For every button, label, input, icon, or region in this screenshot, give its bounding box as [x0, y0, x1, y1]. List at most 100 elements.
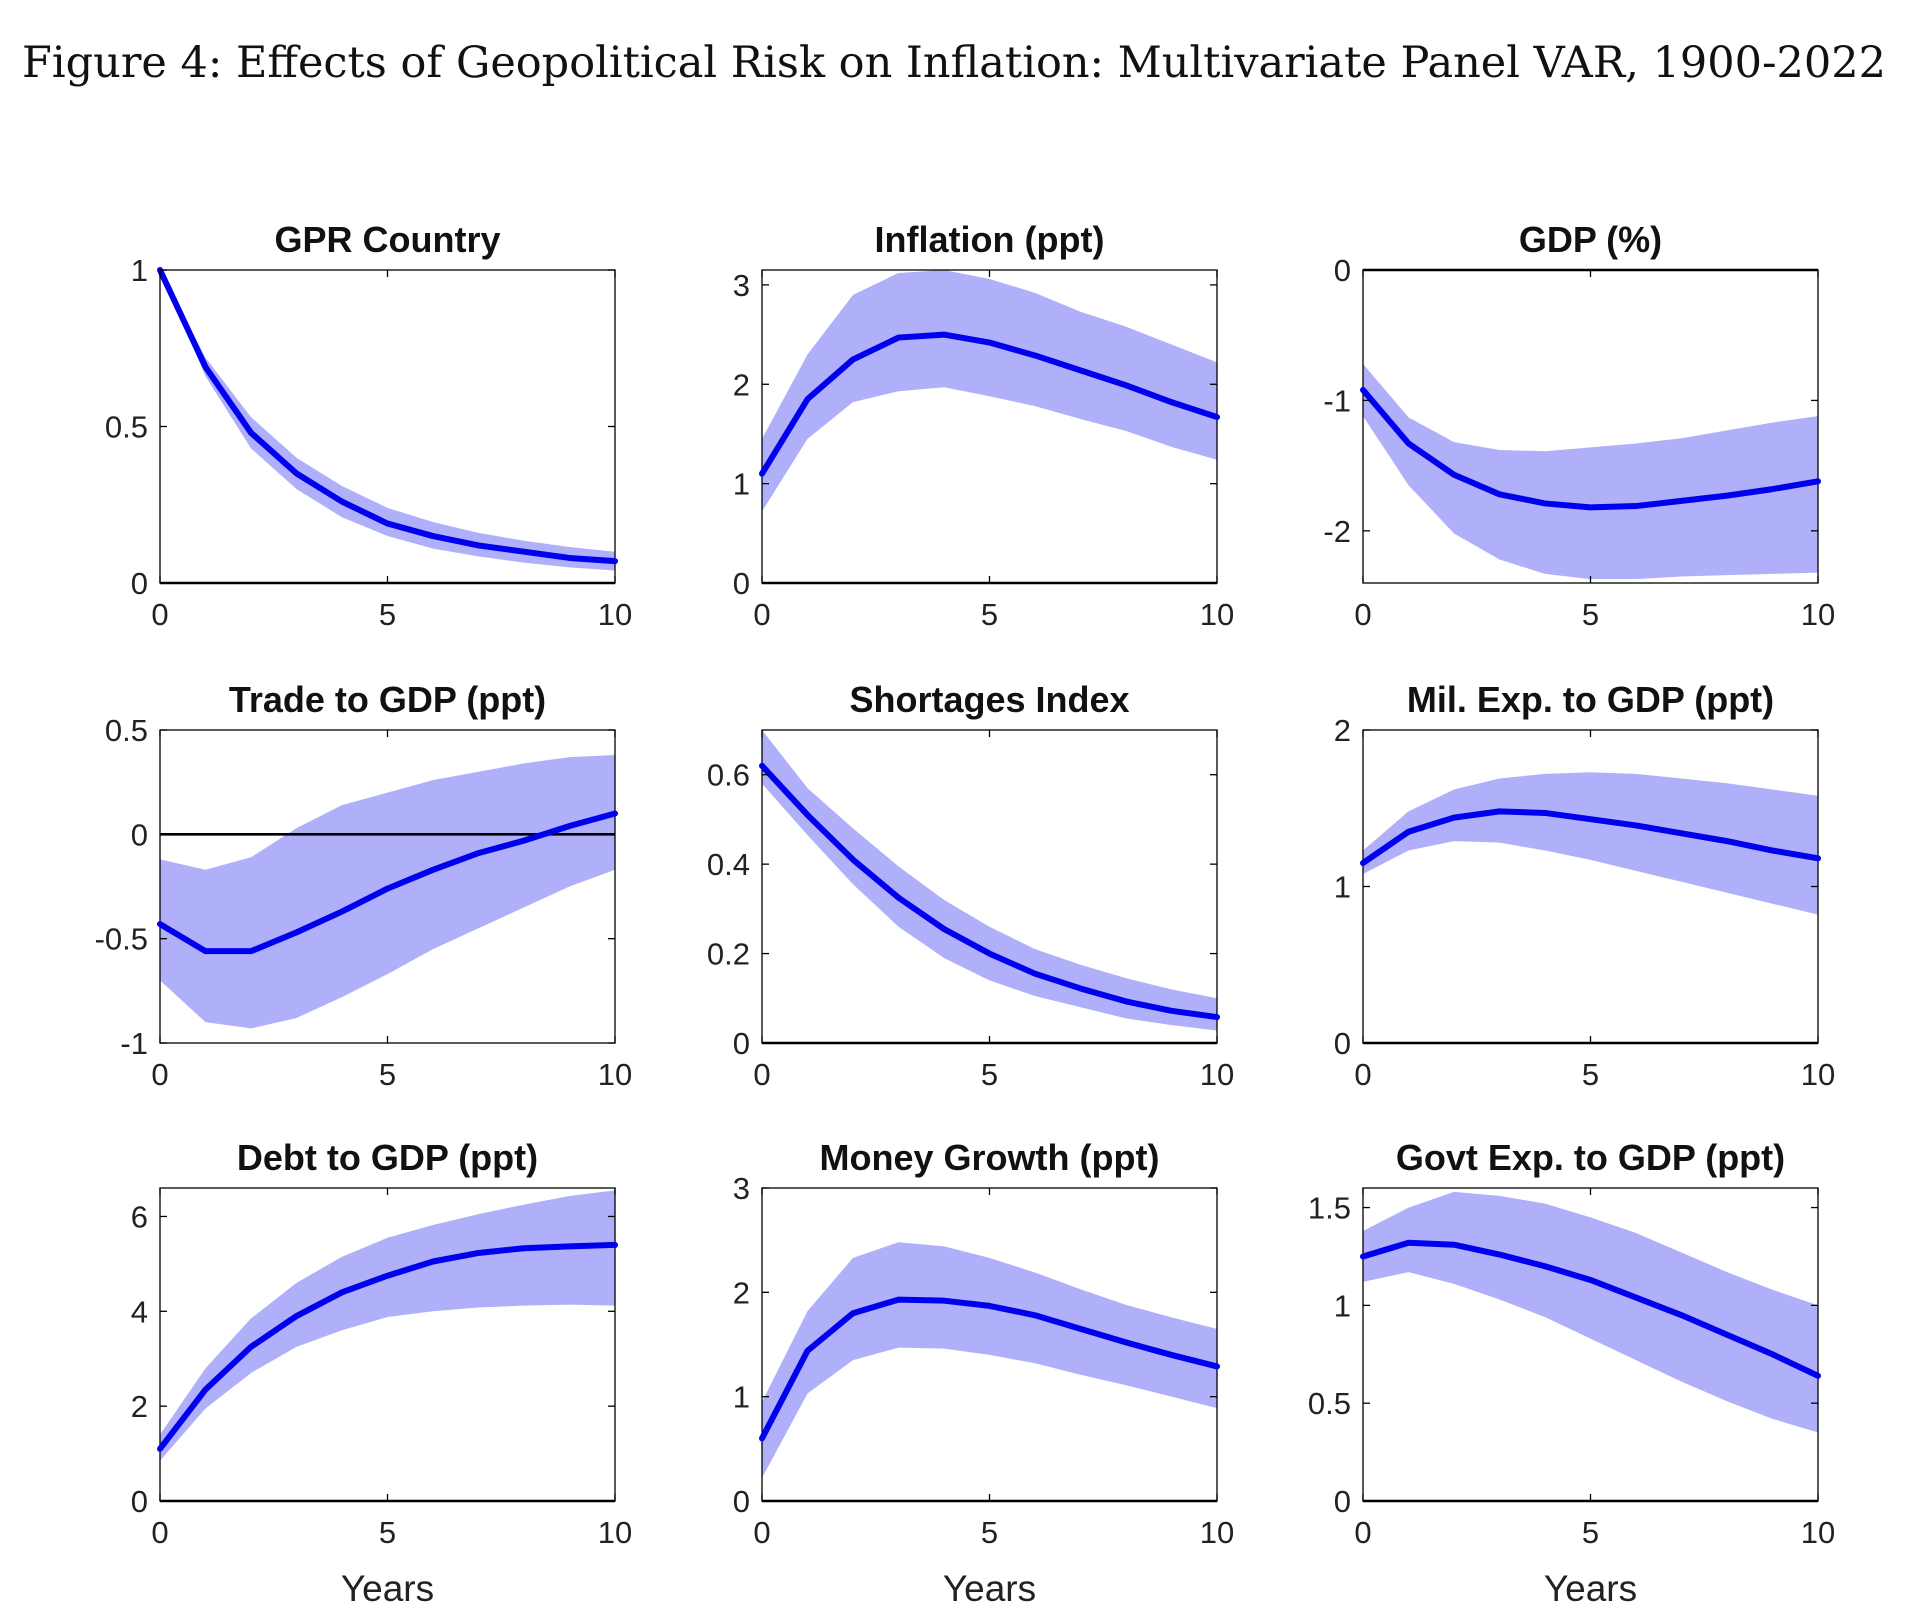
x-tick-label: 0	[1354, 1057, 1371, 1092]
panel-title: Trade to GDP (ppt)	[229, 679, 546, 720]
x-tick-label: 5	[981, 597, 998, 632]
x-tick-label: 0	[1354, 1515, 1371, 1550]
panel-title: Debt to GDP (ppt)	[237, 1137, 538, 1178]
y-tick-label: 3	[733, 268, 750, 303]
y-tick-label: 1.5	[1308, 1191, 1351, 1226]
y-tick-label: -2	[1323, 514, 1351, 549]
x-tick-label: 5	[1582, 1515, 1599, 1550]
y-tick-label: 0	[733, 566, 750, 601]
y-tick-label: 0.5	[105, 410, 148, 445]
x-tick-label: 5	[1582, 597, 1599, 632]
y-tick-label: 0.5	[105, 713, 148, 748]
response-line	[1360, 386, 1821, 511]
x-tick-label: 5	[379, 1515, 396, 1550]
x-axis-label: Years	[341, 1568, 434, 1609]
panel-title: Mil. Exp. to GDP (ppt)	[1407, 679, 1774, 720]
y-tick-label: 0.4	[707, 847, 750, 882]
y-tick-label: 4	[131, 1294, 148, 1329]
y-tick-label: -1	[120, 1026, 148, 1061]
panel-title: Money Growth (ppt)	[820, 1137, 1160, 1178]
panel-7: 0 2 4 6 0 5 10 Debt to GDP (ppt) Years	[131, 1137, 632, 1609]
y-tick-label: 0	[733, 1026, 750, 1061]
y-tick-label: 2	[733, 367, 750, 402]
x-tick-label: 10	[1801, 597, 1835, 632]
response-line	[759, 762, 1220, 1021]
panel-2: 0 1 2 3 0 5 10 Inflation (ppt)	[733, 219, 1234, 632]
panel-title: Govt Exp. to GDP (ppt)	[1396, 1137, 1785, 1178]
x-tick-label: 5	[981, 1057, 998, 1092]
panel-8: 0 1 2 3 0 5 10 Money Growth (ppt) Years	[733, 1137, 1234, 1609]
x-tick-label: 0	[753, 1515, 770, 1550]
x-axis-label: Years	[943, 1568, 1036, 1609]
x-tick-label: 10	[1200, 1057, 1234, 1092]
figure-title: Figure 4: Effects of Geopolitical Risk o…	[22, 38, 1886, 88]
response-line	[759, 1296, 1220, 1442]
x-tick-label: 0	[151, 597, 168, 632]
x-axis-label: Years	[1544, 1568, 1637, 1609]
y-tick-label: 0	[1334, 1026, 1351, 1061]
y-tick-label: 0	[131, 566, 148, 601]
confidence-band	[1363, 363, 1818, 580]
confidence-band	[1363, 1191, 1818, 1433]
y-tick-label: 0	[733, 1484, 750, 1519]
x-tick-label: 10	[598, 597, 632, 632]
x-tick-label: 0	[151, 1515, 168, 1550]
x-tick-label: 10	[1801, 1515, 1835, 1550]
x-tick-label: 10	[598, 1057, 632, 1092]
x-tick-label: 10	[1801, 1057, 1835, 1092]
y-tick-label: 3	[733, 1171, 750, 1206]
x-tick-label: 0	[753, 1057, 770, 1092]
y-tick-label: 0.2	[707, 937, 750, 972]
x-tick-label: 0	[753, 597, 770, 632]
confidence-band	[160, 270, 615, 571]
panel-title: GDP (%)	[1519, 219, 1662, 260]
x-tick-label: 10	[598, 1515, 632, 1550]
y-tick-label: 0	[1334, 1484, 1351, 1519]
x-tick-label: 0	[1354, 597, 1371, 632]
y-tick-label: 0	[1334, 253, 1351, 288]
response-line	[759, 331, 1220, 477]
y-tick-label: 0.5	[1308, 1386, 1351, 1421]
panel-4: -1 -0.5 0 0.5 0 5 10 Trade to GDP (ppt)	[95, 679, 633, 1092]
x-tick-label: 5	[379, 1057, 396, 1092]
y-tick-label: 1	[733, 467, 750, 502]
x-tick-label: 5	[379, 597, 396, 632]
y-tick-label: 2	[1334, 713, 1351, 748]
y-tick-label: 2	[733, 1275, 750, 1310]
y-tick-label: 1	[733, 1380, 750, 1415]
x-tick-label: 5	[1582, 1057, 1599, 1092]
x-tick-label: 10	[1200, 597, 1234, 632]
panel-title: Shortages Index	[849, 679, 1129, 720]
y-tick-label: -1	[1323, 383, 1351, 418]
x-tick-label: 0	[151, 1057, 168, 1092]
y-tick-label: 6	[131, 1199, 148, 1234]
panel-3: -2 -1 0 0 5 10 GDP (%)	[1323, 219, 1835, 632]
response-line	[157, 1241, 618, 1452]
panel-5: 0 0.2 0.4 0.6 0 5 10 Shortages Index	[707, 679, 1234, 1092]
panel-title: Inflation (ppt)	[875, 219, 1105, 260]
response-line	[157, 267, 618, 565]
panel-6: 0 1 2 0 5 10 Mil. Exp. to GDP (ppt)	[1334, 679, 1835, 1092]
confidence-band	[762, 1242, 1217, 1479]
y-tick-label: -0.5	[95, 922, 148, 957]
panel-title: GPR Country	[274, 219, 500, 260]
y-tick-label: 0	[131, 1484, 148, 1519]
y-tick-label: 1	[131, 253, 148, 288]
x-tick-label: 10	[1200, 1515, 1234, 1550]
x-tick-label: 5	[981, 1515, 998, 1550]
y-tick-label: 1	[1334, 1288, 1351, 1323]
response-line	[1360, 1239, 1821, 1379]
y-tick-label: 0	[131, 817, 148, 852]
panel-9: 0 0.5 1 1.5 0 5 10 Govt Exp. to GDP (ppt) Years	[1308, 1137, 1835, 1609]
response-line	[157, 810, 618, 955]
y-tick-label: 0.6	[707, 758, 750, 793]
confidence-band	[762, 730, 1217, 1031]
response-line	[1360, 808, 1821, 867]
y-tick-label: 1	[1334, 870, 1351, 905]
confidence-band	[1363, 772, 1818, 915]
confidence-band	[762, 270, 1217, 512]
confidence-band	[160, 1190, 615, 1461]
y-tick-label: 2	[131, 1389, 148, 1424]
